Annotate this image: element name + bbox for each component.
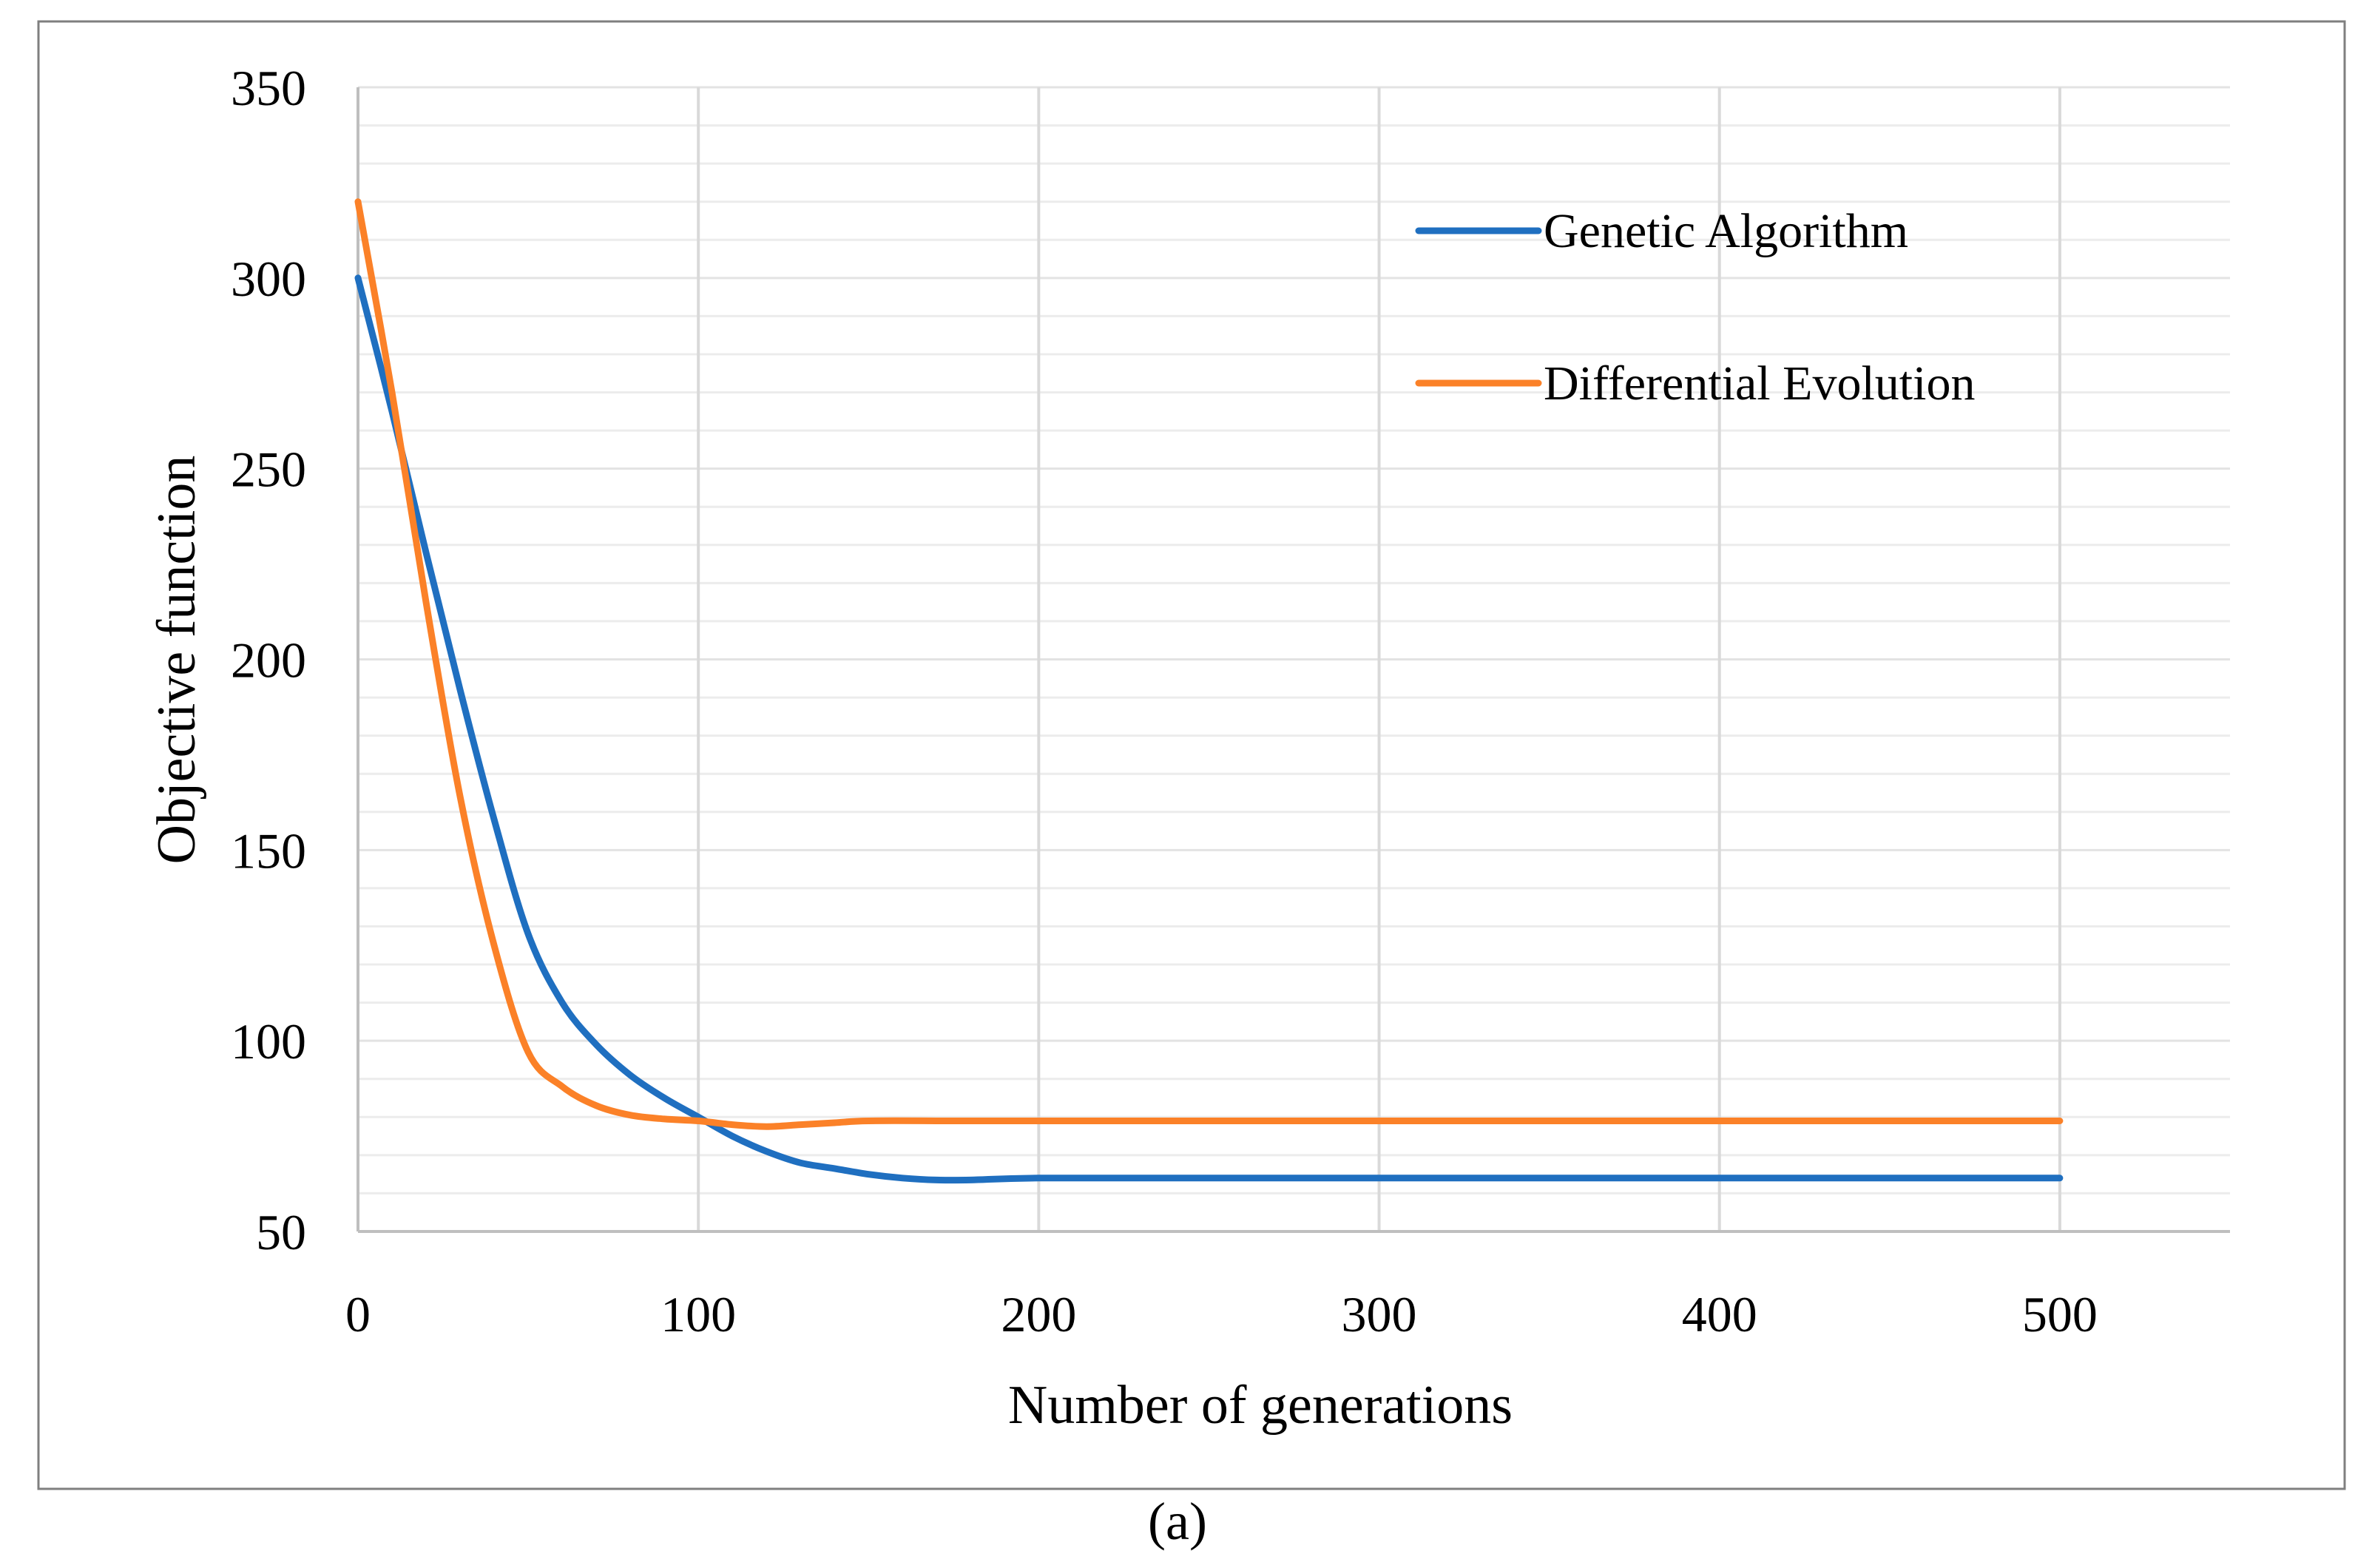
y-tick-label: 200 <box>231 632 306 689</box>
x-tick-label: 100 <box>660 1286 736 1342</box>
differential-evolution-line <box>354 198 2064 1130</box>
x-tick-label: 300 <box>1342 1286 1417 1342</box>
legend: Genetic Algorithm Differential Evolution <box>1415 204 1975 410</box>
y-axis-title: Objective function <box>146 456 207 865</box>
y-tick-label: 350 <box>231 60 306 116</box>
x-tick-label: 500 <box>2022 1286 2098 1342</box>
chart-frame <box>37 20 2346 1490</box>
genetic-algorithm-line <box>354 274 2064 1184</box>
y-tick-label: 250 <box>231 442 306 498</box>
major-gridlines <box>358 86 2230 1231</box>
x-tick-label: 400 <box>1682 1286 1757 1342</box>
y-tick-label: 100 <box>231 1013 306 1069</box>
x-axis-tick-labels: 0 100 200 300 400 500 <box>345 1286 2098 1342</box>
y-tick-label: 50 <box>256 1204 306 1260</box>
y-axis-tick-labels: 50 100 150 200 250 300 350 <box>231 60 306 1260</box>
x-tick-label: 200 <box>1001 1286 1076 1342</box>
genetic-algorithm-legend-label: Genetic Algorithm <box>1544 204 1908 258</box>
y-tick-label: 150 <box>231 822 306 879</box>
minor-gridlines <box>358 124 2230 1194</box>
series-lines <box>354 198 2064 1184</box>
x-axis-title: Number of generations <box>1008 1375 1513 1436</box>
x-tick-label: 0 <box>345 1286 371 1342</box>
figure-caption: (a) <box>1148 1492 1207 1551</box>
y-tick-label: 300 <box>231 251 306 307</box>
differential-evolution-legend-label: Differential Evolution <box>1544 356 1975 410</box>
